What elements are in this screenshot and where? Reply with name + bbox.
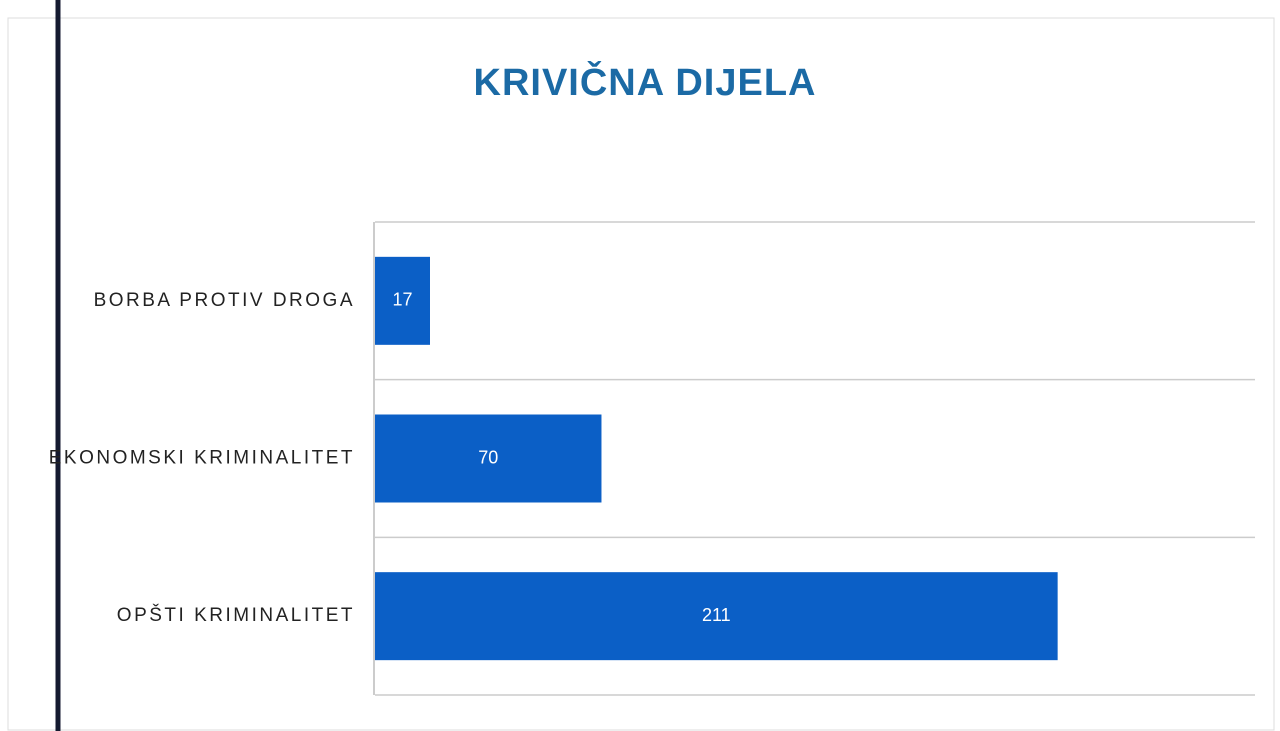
y-tick-label: EKONOMSKI KRIMINALITET [49,448,355,469]
bar [375,414,602,503]
value-label: 211 [702,605,731,625]
value-label: 17 [392,290,412,310]
value-label: 70 [478,447,498,467]
y-tick-label: OPŠTI KRIMINALITET [117,604,355,626]
chart-title: KRIVIČNA DIJELA [474,59,817,104]
bar [375,572,1058,661]
bar [375,256,430,345]
frame [7,17,1275,731]
y-tick-label: BORBA PROTIV DROGA [94,290,355,311]
